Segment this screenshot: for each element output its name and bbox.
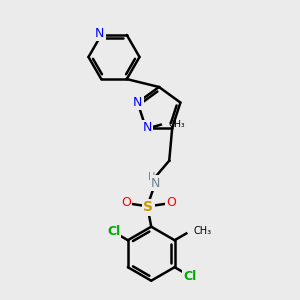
Text: H: H [148, 172, 155, 182]
Text: CH₃: CH₃ [193, 226, 211, 236]
Text: N: N [133, 96, 142, 109]
Text: Cl: Cl [107, 226, 120, 238]
Text: S: S [143, 200, 153, 214]
Text: N: N [95, 27, 104, 40]
Text: N: N [142, 121, 152, 134]
Text: N: N [151, 177, 160, 190]
Text: Cl: Cl [184, 270, 197, 283]
Text: O: O [166, 196, 176, 209]
Text: CH₃: CH₃ [168, 120, 185, 129]
Text: O: O [121, 196, 131, 209]
